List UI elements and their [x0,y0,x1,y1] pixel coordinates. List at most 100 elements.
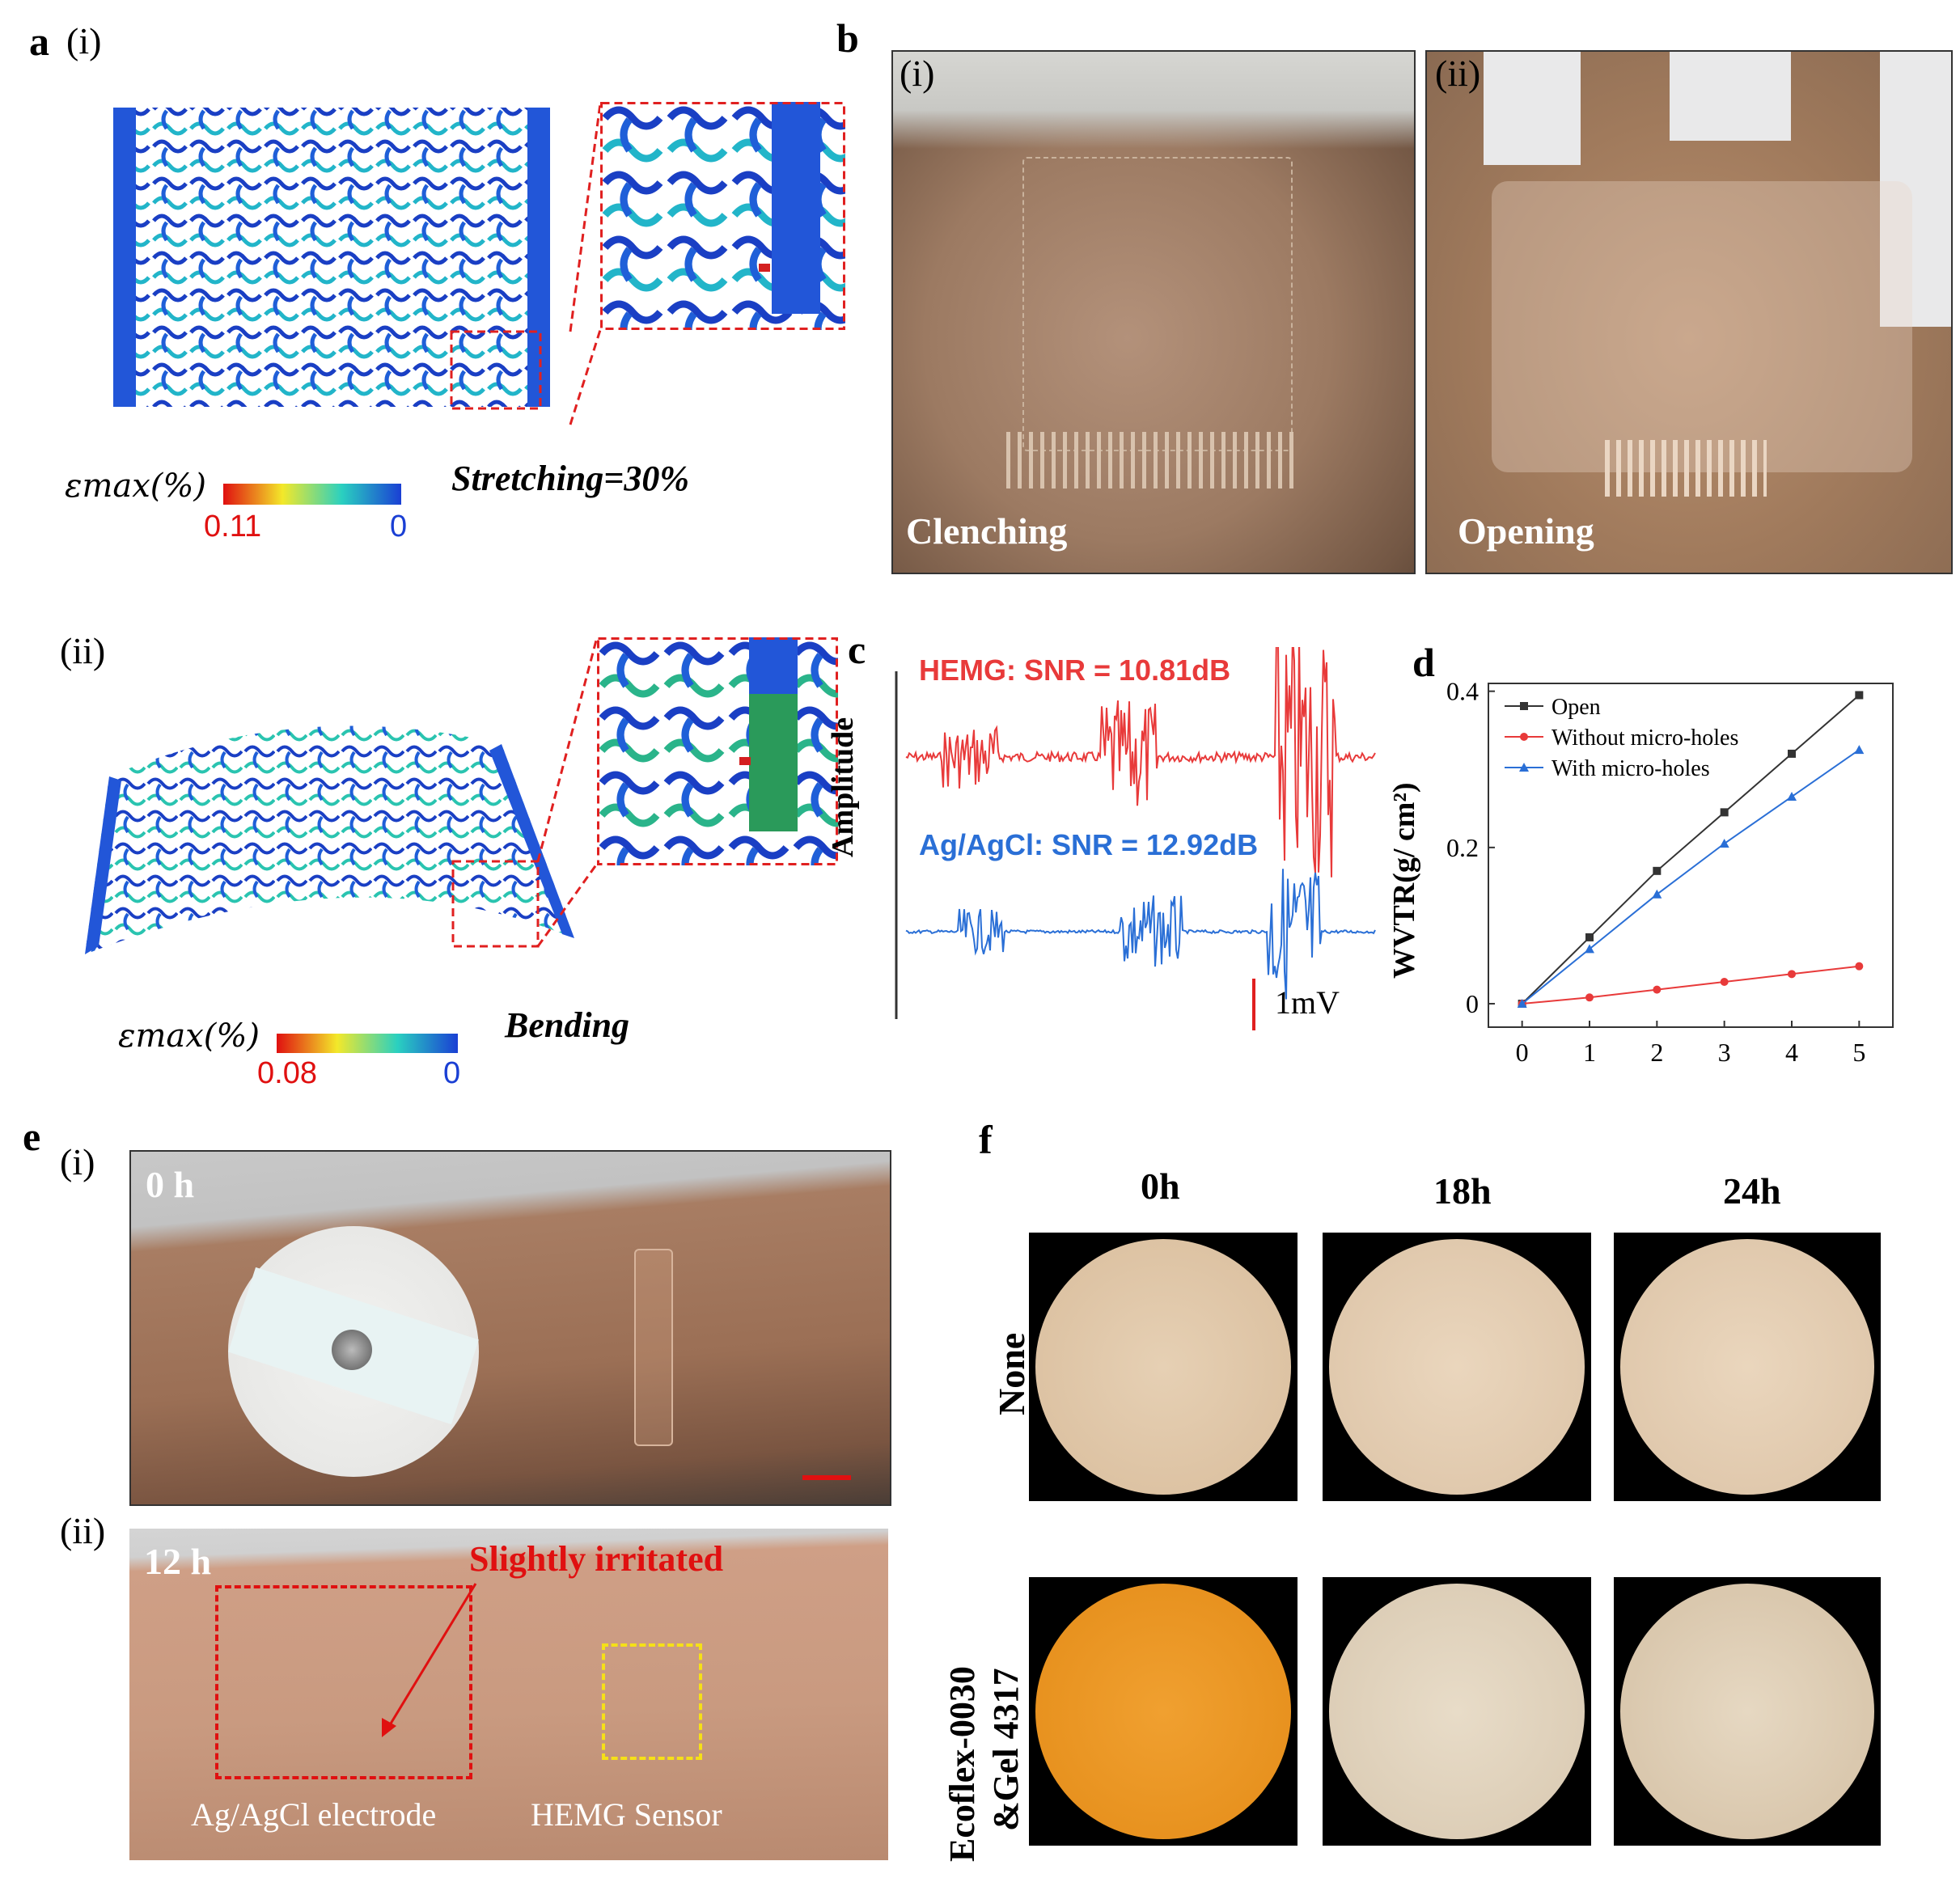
stretch-zoom-inset [600,102,845,330]
irritation-arrow [382,1583,477,1737]
photo-b-sub-ii: (ii) [1435,53,1481,94]
photo-clenching: (i) Clenching [891,50,1416,574]
colorbar-bend-max: 0.08 [257,1056,317,1090]
panel-c-letter: c [848,627,866,672]
x-tick-label: 0 [1516,1038,1529,1067]
legend-marker [1520,733,1528,741]
col-header-18h: 18h [1433,1170,1492,1212]
row-label-ecoflex: Ecoflex-0030 [942,1666,982,1862]
x-tick-label: 4 [1785,1038,1798,1067]
row-label-none: None [991,1332,1032,1415]
y-tick-label: 0.2 [1446,833,1479,862]
photo-0h: 0 h [129,1150,891,1506]
colorbar-stretch [223,484,401,505]
stretch-mesh [113,108,550,410]
bending-label: Bending [505,1005,630,1045]
bend-mesh [85,725,574,954]
photo-12h: 12 h Slightly irritated Ag/AgCl electrod… [129,1529,888,1860]
agcl-trace [905,869,1376,1000]
panel-e-sub-ii: (ii) [60,1510,106,1551]
col-header-0h: 0h [1141,1165,1180,1207]
data-point [1585,993,1594,1002]
data-point [1517,999,1527,1009]
scale-label: 1mV [1275,984,1340,1021]
row-label-gel: &Gel 4317 [986,1668,1026,1831]
series-line [1522,965,1860,1005]
data-point [1855,691,1864,700]
emg-plot [895,647,1376,1030]
x-tick-label: 2 [1650,1038,1663,1067]
clenching-label: Clenching [906,510,1068,552]
x-tick-label: 3 [1718,1038,1731,1067]
scale-bar-e [802,1475,851,1480]
data-point [1787,792,1797,802]
data-point [1653,985,1662,994]
data-point [1855,962,1864,971]
data-point [1719,839,1729,848]
hemg-sensor-label: HEMG Sensor [531,1796,722,1833]
panel-d-letter: d [1412,640,1435,685]
x-tick-label: 5 [1852,1038,1865,1067]
colorbar-stretch-max: 0.11 [204,510,262,544]
colorbar-stretch-min: 0 [390,510,408,544]
data-point [1720,808,1729,817]
series-line [1522,749,1860,1005]
data-point [1788,970,1796,979]
opening-label: Opening [1458,510,1594,552]
colorbar-bend [277,1034,458,1053]
agcl-electrode-label: Ag/AgCl electrode [191,1796,437,1833]
panel-e-letter: e [23,1114,41,1159]
stretching-label: Stretching=30% [451,459,689,498]
irritated-label: Slightly irritated [469,1539,724,1579]
photo-b-sub-i: (i) [900,53,935,94]
legend-label: Open [1551,695,1601,720]
wvtr-chart: 0 1 2 3 4 5 0 0.2 0.4 Open Without micro-holes With… [1446,677,1894,1067]
x-tick-label: 1 [1583,1038,1596,1067]
micro-none-0h [1029,1233,1297,1501]
panel-e-sub-i: (i) [60,1141,95,1182]
legend-label: With micro-holes [1551,756,1710,781]
time-12h: 12 h [144,1541,212,1582]
eps-label-1: εmax(%) [65,467,207,505]
col-header-24h: 24h [1723,1170,1781,1212]
series-line [1521,694,1860,1005]
data-point [1585,944,1594,954]
data-point [1720,977,1729,986]
hemg-snr-label: HEMG: SNR = 10.81dB [919,653,1231,687]
data-point [1788,749,1796,758]
hemg-trace [905,647,1376,878]
agcl-snr-label: Ag/AgCl: SNR = 12.92dB [919,828,1259,861]
eps-label-2: εmax(%) [118,1017,260,1055]
emg-ylabel: Amplitude [826,717,860,857]
micro-eco-0h [1029,1577,1297,1846]
colorbar-bend-min: 0 [443,1056,461,1090]
bend-zoom-connector [536,637,599,947]
data-point [1653,866,1662,875]
wvtr-ylabel: WVTR(g/ cm²) [1387,782,1421,979]
agcl-box [215,1585,472,1779]
stretch-zoom-connector [569,103,602,425]
legend-marker [1520,702,1528,710]
panel-a-letter: a [29,19,49,64]
time-0h: 0 h [146,1164,195,1205]
panel-a-sub-i: (i) [66,20,102,61]
hemg-sensor-patch [634,1249,673,1446]
legend-label: Without micro-holes [1551,725,1738,751]
micro-none-18h [1323,1233,1591,1501]
legend-marker [1519,763,1529,772]
micro-eco-24h [1614,1577,1881,1846]
panel-f-letter: f [979,1117,993,1162]
panel-b-letter: b [836,15,859,61]
data-point [1652,889,1662,899]
micro-none-24h [1614,1233,1881,1501]
photo-opening: (ii) Opening [1425,50,1953,574]
hemg-box [602,1643,702,1760]
panel-a-sub-ii: (ii) [60,630,106,671]
data-point [1854,745,1865,755]
bend-zoom-inset [597,637,838,865]
data-point [1585,933,1594,941]
y-tick-label: 0.4 [1446,677,1479,706]
micro-eco-18h [1323,1577,1591,1846]
plot-frame [1488,683,1894,1028]
y-tick-label: 0 [1466,989,1479,1018]
